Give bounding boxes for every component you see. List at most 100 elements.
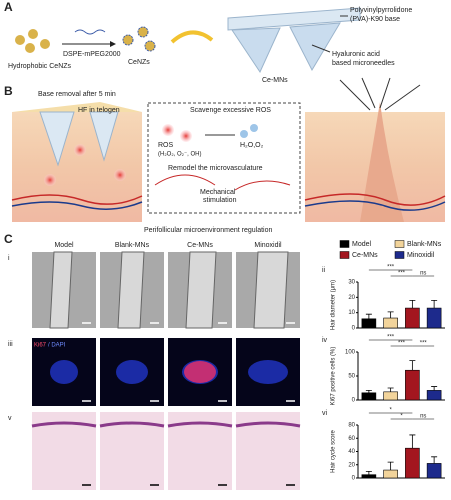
error-bar: [387, 387, 394, 392]
label: (PVA)-K90 base: [350, 16, 400, 23]
error-bar: [365, 313, 372, 319]
error-bar: [409, 360, 416, 371]
significance-label: ***: [398, 341, 406, 347]
label: Perifollicular microenvironment regulati…: [144, 227, 272, 234]
label: H₂O,O₂: [240, 142, 264, 149]
label: Polyvinylpyrrolidone: [350, 7, 412, 14]
y-axis-label: Ki67 positive cells (%): [331, 347, 337, 406]
bar: [405, 447, 420, 479]
significance-label: ***: [387, 335, 395, 341]
y-tick-label: 10: [348, 310, 355, 316]
stain-label: / DAPI: [48, 343, 66, 349]
panel-b-art: [11, 77, 446, 222]
bar: [426, 307, 442, 329]
legend-label: Blank-MNs: [407, 241, 442, 248]
bar: [405, 369, 420, 401]
significance-label: ns: [420, 414, 426, 420]
panel-a-art: [15, 7, 361, 74]
y-tick-label: 20: [348, 462, 355, 468]
y-tick-label: 50: [348, 374, 355, 380]
panel-label: B: [4, 84, 13, 98]
subpanel-label: iv: [322, 337, 328, 344]
significance-label: ***: [420, 341, 428, 347]
column-header: Blank-MNs: [115, 242, 150, 249]
tissue: [31, 421, 97, 428]
hair-shaft: [49, 251, 73, 329]
label: stimulation: [203, 197, 237, 204]
legend-label: Ce-MNs: [352, 252, 378, 259]
hair-shaft: [253, 251, 289, 329]
legend-swatch: [394, 251, 405, 259]
bar: [405, 307, 420, 329]
y-tick-label: 80: [348, 423, 355, 429]
row-label: i: [8, 255, 10, 262]
nuclei: [248, 360, 288, 384]
y-tick-label: 0: [352, 476, 356, 482]
y-axis-label: Hair cycle score: [331, 430, 337, 473]
panel-label: A: [4, 0, 13, 14]
hair-shaft: [117, 251, 145, 329]
bar: [383, 469, 398, 479]
error-bar: [431, 386, 438, 391]
label: Mechanical: [200, 189, 236, 196]
tissue: [99, 421, 165, 428]
significance-label: *: [400, 414, 403, 420]
error-bar: [409, 300, 416, 309]
subpanel-label: vi: [322, 410, 328, 417]
column-header: Ce-MNs: [187, 242, 213, 249]
label: CeNZs: [128, 59, 150, 66]
y-tick-label: 30: [348, 280, 355, 286]
y-tick-label: 100: [345, 350, 356, 356]
subpanel-label: ii: [322, 267, 326, 274]
label: Ce-MNs: [262, 77, 288, 84]
error-bar: [387, 461, 394, 471]
ki67: [184, 361, 216, 383]
bar: [426, 463, 442, 479]
bar: [383, 317, 398, 329]
label: ROS: [158, 142, 174, 149]
significance-label: ***: [387, 265, 395, 271]
legend-swatch: [339, 240, 350, 248]
label: Hydrophobic CeNZs: [8, 63, 72, 70]
bar: [361, 318, 377, 329]
row-label: iii: [8, 341, 13, 348]
label: Scavenge excessive ROS: [190, 107, 271, 114]
y-tick-label: 60: [348, 436, 355, 442]
y-tick-label: 40: [348, 449, 355, 455]
label: HF in telogen: [78, 107, 120, 114]
hair-shaft: [185, 251, 217, 329]
error-bar: [431, 300, 438, 309]
panel-label: C: [4, 232, 13, 246]
tissue: [167, 421, 233, 428]
column-header: Model: [54, 242, 74, 249]
stain-label: Ki67: [34, 343, 47, 349]
significance-label: *: [389, 408, 392, 414]
significance-label: ns: [420, 271, 426, 277]
label: Hyaluronic acid: [332, 51, 380, 58]
y-tick-label: 0: [352, 398, 356, 404]
legend-swatch: [339, 251, 350, 259]
y-axis-label: Hair diameter (μm): [331, 280, 337, 330]
column-header: Minoxidil: [254, 242, 282, 249]
bar: [383, 391, 398, 401]
bar: [426, 390, 442, 401]
y-tick-label: 0: [352, 326, 356, 332]
error-bar: [365, 470, 372, 475]
label: Base removal after 5 min: [38, 91, 116, 98]
legend-label: Minoxidil: [407, 252, 435, 259]
row-label: v: [8, 415, 12, 422]
label: Remodel the microvasculature: [168, 165, 263, 172]
label: (H₂O₂, O₂⁻, OH): [158, 152, 202, 158]
significance-label: ***: [398, 271, 406, 277]
legend-label: Model: [352, 241, 372, 248]
nuclei: [116, 360, 148, 384]
tissue: [235, 421, 301, 428]
error-bar: [431, 456, 438, 464]
error-bar: [365, 390, 372, 393]
error-bar: [409, 434, 416, 449]
y-tick-label: 20: [348, 295, 355, 301]
bar: [361, 392, 377, 401]
label: DSPE-mPEG2000: [63, 51, 121, 58]
error-bar: [387, 311, 394, 319]
